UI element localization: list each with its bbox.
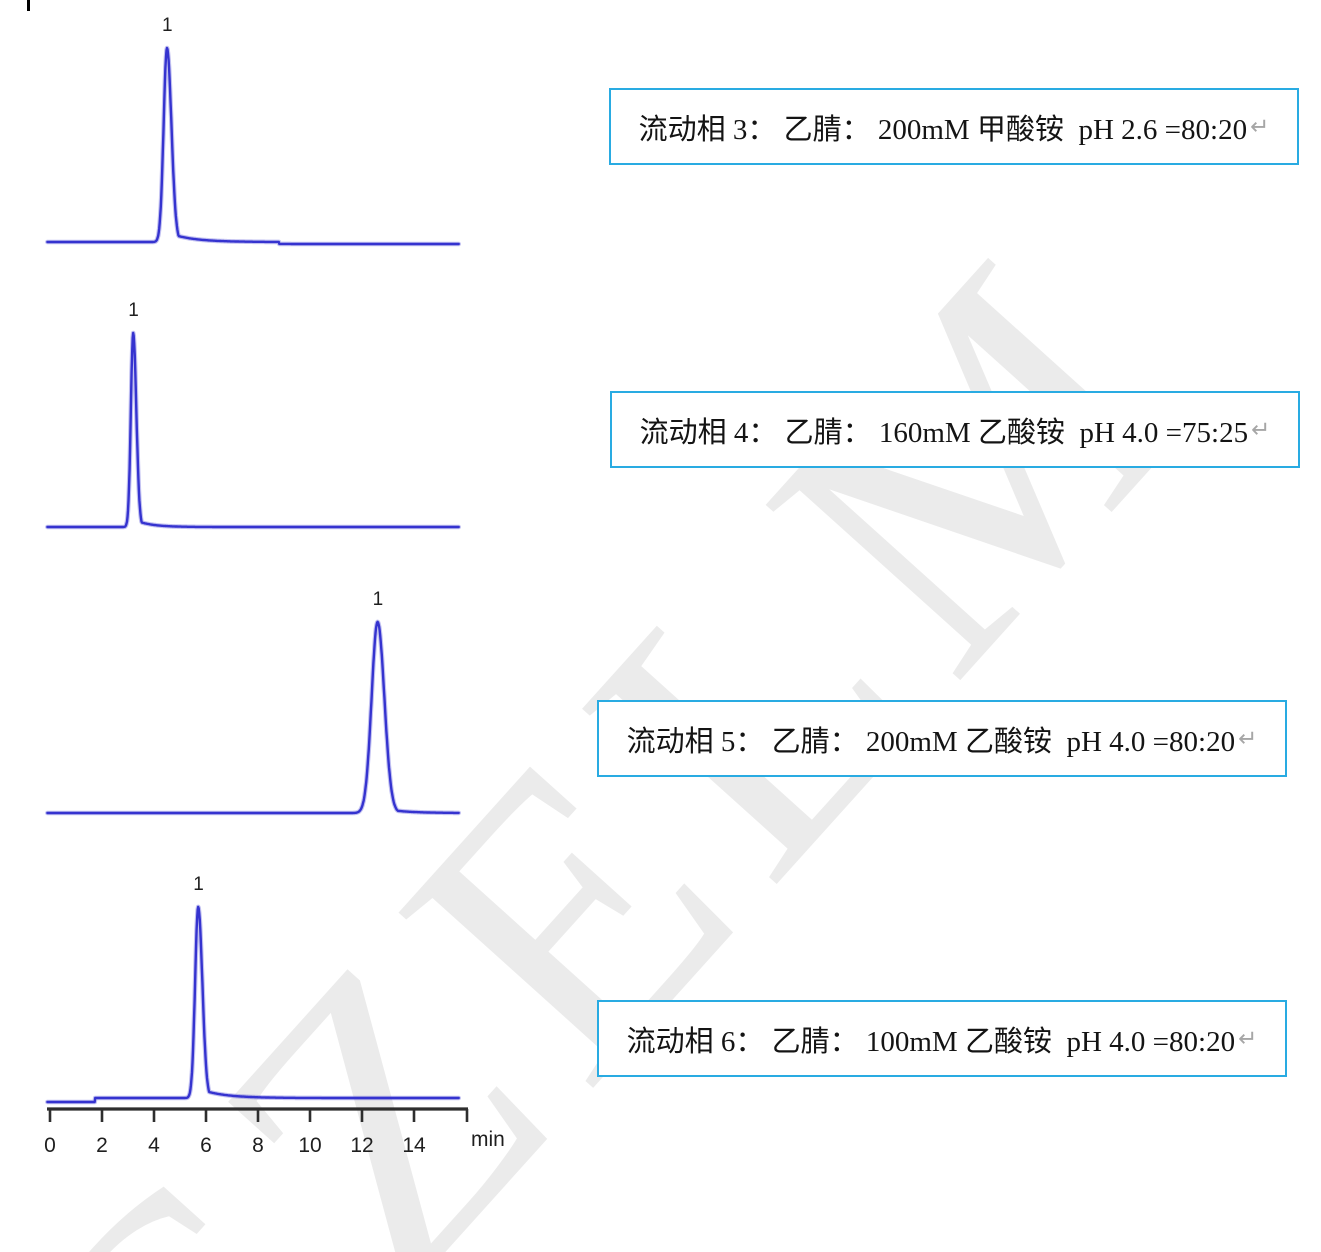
peak-number-label: 1 <box>128 300 139 321</box>
svg-text:4: 4 <box>148 1134 160 1157</box>
axis-unit-label: min <box>471 1128 505 1151</box>
peak-number-label: 1 <box>162 15 173 36</box>
peak-number-label: 1 <box>193 873 204 895</box>
mobile-phase-3-label-box: 流动相 3： 乙腈： 200mM 甲酸铵 pH 2.6 =80:20 ↵ <box>609 88 1299 165</box>
svg-text:6: 6 <box>200 1134 212 1157</box>
mobile-phase-5-text: 流动相 5： 乙腈： 200mM 乙酸铵 pH 4.0 =80:20 <box>626 725 1236 758</box>
chromatogram-mobile-phase-5 <box>45 619 462 816</box>
mobile-phase-4-text: 流动相 4： 乙腈： 160mM 乙酸铵 pH 4.0 =75:25 <box>639 416 1249 449</box>
mobile-phase-6-label-box: 流动相 6： 乙腈： 100mM 乙酸铵 pH 4.0 =80:20 ↵ <box>597 1000 1287 1077</box>
chromatogram-mobile-phase-3 <box>45 45 462 247</box>
chromatogram-mobile-phase-4 <box>45 330 462 530</box>
mobile-phase-6-text: 流动相 6： 乙腈： 100mM 乙酸铵 pH 4.0 =80:20 <box>626 1025 1236 1058</box>
time-axis: 0 2 4 6 8 10 12 14 <box>44 1107 469 1157</box>
paragraph-return-icon: ↵ <box>1251 416 1271 443</box>
svg-text:12: 12 <box>350 1134 373 1157</box>
text-cursor-artifact <box>27 0 30 11</box>
paragraph-return-icon: ↵ <box>1238 725 1258 752</box>
svg-text:0: 0 <box>44 1134 56 1157</box>
mobile-phase-3-text: 流动相 3： 乙腈： 200mM 甲酸铵 pH 2.6 =80:20 <box>638 113 1248 146</box>
svg-text:14: 14 <box>402 1134 426 1157</box>
svg-text:2: 2 <box>96 1134 108 1157</box>
peak-number-label: 1 <box>372 588 384 610</box>
chromatogram-mobile-phase-6 <box>45 904 462 1105</box>
svg-text:10: 10 <box>298 1134 321 1157</box>
mobile-phase-4-label-box: 流动相 4： 乙腈： 160mM 乙酸铵 pH 4.0 =75:25 ↵ <box>610 391 1300 468</box>
mobile-phase-5-label-box: 流动相 5： 乙腈： 200mM 乙酸铵 pH 4.0 =80:20 ↵ <box>597 700 1287 777</box>
paragraph-return-icon: ↵ <box>1250 113 1270 140</box>
svg-text:8: 8 <box>252 1134 264 1157</box>
paragraph-return-icon: ↵ <box>1238 1025 1258 1052</box>
